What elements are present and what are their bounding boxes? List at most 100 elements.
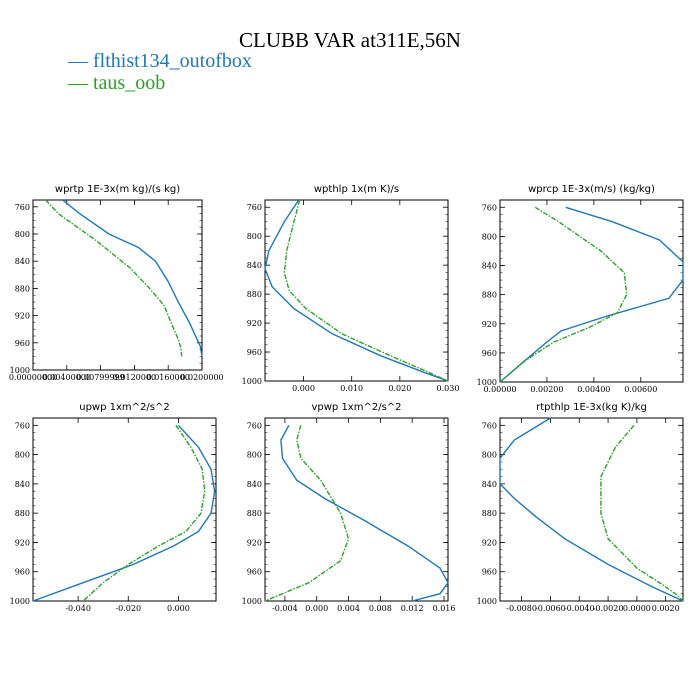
x-tick-label: -0.020 bbox=[115, 604, 141, 613]
x-tick-label: -0.040 bbox=[65, 604, 91, 613]
panel-title: upwp 1xm^2/s^2 bbox=[79, 402, 169, 413]
y-tick-label: 960 bbox=[15, 568, 30, 577]
y-tick-label: 1000 bbox=[242, 377, 262, 386]
series-line-flthist134 bbox=[264, 199, 449, 382]
y-tick-label: 840 bbox=[247, 480, 262, 489]
y-tick-label: 880 bbox=[15, 509, 30, 518]
legend-swatch-taus-oob: — bbox=[68, 72, 88, 94]
x-tick-label: 0.00000000 bbox=[9, 373, 57, 382]
panel-frame bbox=[499, 199, 684, 383]
y-tick-label: 840 bbox=[15, 480, 30, 489]
y-tick-label: 840 bbox=[15, 257, 30, 266]
y-tick-label: 1000 bbox=[10, 366, 30, 375]
series-line-taus-oob bbox=[600, 424, 684, 602]
series-line-taus-oob bbox=[264, 425, 350, 602]
y-tick-label: 760 bbox=[15, 421, 30, 430]
y-tick-label: 880 bbox=[482, 509, 497, 518]
y-tick-label: 960 bbox=[247, 348, 262, 357]
series-line-flthist134 bbox=[32, 424, 216, 602]
y-tick-label: 880 bbox=[15, 284, 30, 293]
y-tick-label: 1000 bbox=[477, 378, 497, 387]
panel-title: wpthlp 1x(m K)/s bbox=[314, 184, 399, 195]
x-tick-label: 0.00000 bbox=[483, 385, 516, 394]
y-tick-label: 840 bbox=[247, 261, 262, 270]
x-tick-label: 0.000 bbox=[167, 604, 190, 613]
y-tick-label: 920 bbox=[482, 538, 497, 547]
series-line-taus-oob bbox=[283, 199, 449, 382]
y-tick-label: 800 bbox=[482, 451, 497, 460]
x-tick-label: 0.00200 bbox=[530, 385, 563, 394]
y-tick-label: 760 bbox=[247, 203, 262, 212]
legend-item-flthist134: — flthist134_outofbox bbox=[68, 50, 252, 73]
series-line-taus-oob bbox=[45, 199, 183, 357]
y-tick-label: 960 bbox=[15, 339, 30, 348]
y-tick-label: 760 bbox=[15, 203, 30, 212]
x-tick-label: 0.020 bbox=[388, 384, 411, 393]
x-tick-label: 0.016 bbox=[433, 604, 456, 613]
y-tick-label: 800 bbox=[15, 230, 30, 239]
x-tick-label: 0.0200000 bbox=[180, 373, 223, 382]
x-tick-label: 0.00799999 bbox=[76, 373, 124, 382]
y-tick-label: 880 bbox=[482, 291, 497, 300]
x-tick-label: 0.010 bbox=[340, 384, 363, 393]
series-line-flthist134 bbox=[499, 206, 684, 383]
panel-frame bbox=[264, 199, 449, 382]
y-tick-label: 920 bbox=[247, 538, 262, 547]
y-tick-label: 800 bbox=[482, 232, 497, 241]
legend-item-taus-oob: — taus_oob bbox=[68, 72, 165, 95]
x-tick-label: 0.0120000 bbox=[113, 373, 156, 382]
series-line-taus-oob bbox=[499, 206, 628, 383]
x-tick-label: 0.00600 bbox=[624, 385, 657, 394]
x-tick-label: 0.030 bbox=[437, 384, 460, 393]
panel-title: wprtp 1E-3x(m kg)/(s kg) bbox=[55, 184, 180, 195]
x-tick-label: 0.00400 bbox=[577, 385, 610, 394]
x-tick-label: -0.0040 bbox=[564, 604, 595, 613]
y-tick-label: 800 bbox=[15, 451, 30, 460]
x-tick-label: -0.0060 bbox=[535, 604, 566, 613]
y-tick-label: 920 bbox=[247, 319, 262, 328]
x-tick-label: -0.004 bbox=[272, 604, 298, 613]
series-line-flthist134 bbox=[280, 424, 449, 602]
page-title: CLUBB VAR at311E,56N bbox=[239, 28, 461, 52]
x-tick-label: 0.012 bbox=[401, 604, 424, 613]
legend-swatch-flthist134: — bbox=[68, 50, 88, 72]
legend-label-taus-oob: taus_oob bbox=[93, 72, 166, 94]
y-tick-label: 800 bbox=[247, 232, 262, 241]
y-tick-label: 840 bbox=[482, 262, 497, 271]
y-tick-label: 880 bbox=[247, 290, 262, 299]
panel-frame bbox=[32, 417, 217, 602]
x-tick-label: 0.000 bbox=[305, 604, 328, 613]
panel-frame bbox=[499, 417, 684, 602]
x-tick-label: 0.000 bbox=[292, 384, 315, 393]
y-tick-label: 1000 bbox=[477, 597, 497, 606]
x-tick-label: -0.0080 bbox=[506, 604, 537, 613]
panel-title: vpwp 1xm^2/s^2 bbox=[311, 402, 401, 413]
series-line-flthist134 bbox=[499, 417, 684, 602]
panel-title: rtpthlp 1E-3x(kg K)/kg bbox=[536, 402, 647, 413]
x-tick-label: 0.0020 bbox=[652, 604, 680, 613]
y-tick-label: 960 bbox=[482, 568, 497, 577]
y-tick-label: 1000 bbox=[242, 597, 262, 606]
y-tick-label: 1000 bbox=[10, 597, 30, 606]
x-tick-label: 0.008 bbox=[369, 604, 392, 613]
y-tick-label: 920 bbox=[482, 320, 497, 329]
x-tick-label: 0.004 bbox=[337, 604, 360, 613]
x-tick-label: 0.00400000 bbox=[43, 373, 91, 382]
x-tick-label: -0.0020 bbox=[593, 604, 624, 613]
x-tick-label: 0.0000 bbox=[623, 604, 651, 613]
y-tick-label: 920 bbox=[15, 538, 30, 547]
y-tick-label: 960 bbox=[482, 349, 497, 358]
y-tick-label: 840 bbox=[482, 480, 497, 489]
x-tick-label: 0.0160000 bbox=[147, 373, 190, 382]
y-tick-label: 920 bbox=[15, 312, 30, 321]
y-tick-label: 880 bbox=[247, 509, 262, 518]
panel-title: wprcp 1E-3x(m/s) (kg/kg) bbox=[528, 184, 655, 195]
legend-label-flthist134: flthist134_outofbox bbox=[93, 50, 252, 72]
y-tick-label: 760 bbox=[247, 421, 262, 430]
y-tick-label: 960 bbox=[247, 568, 262, 577]
series-line-flthist134 bbox=[62, 199, 203, 357]
y-tick-label: 760 bbox=[482, 203, 497, 212]
y-tick-label: 760 bbox=[482, 421, 497, 430]
series-line-taus-oob bbox=[82, 424, 206, 602]
